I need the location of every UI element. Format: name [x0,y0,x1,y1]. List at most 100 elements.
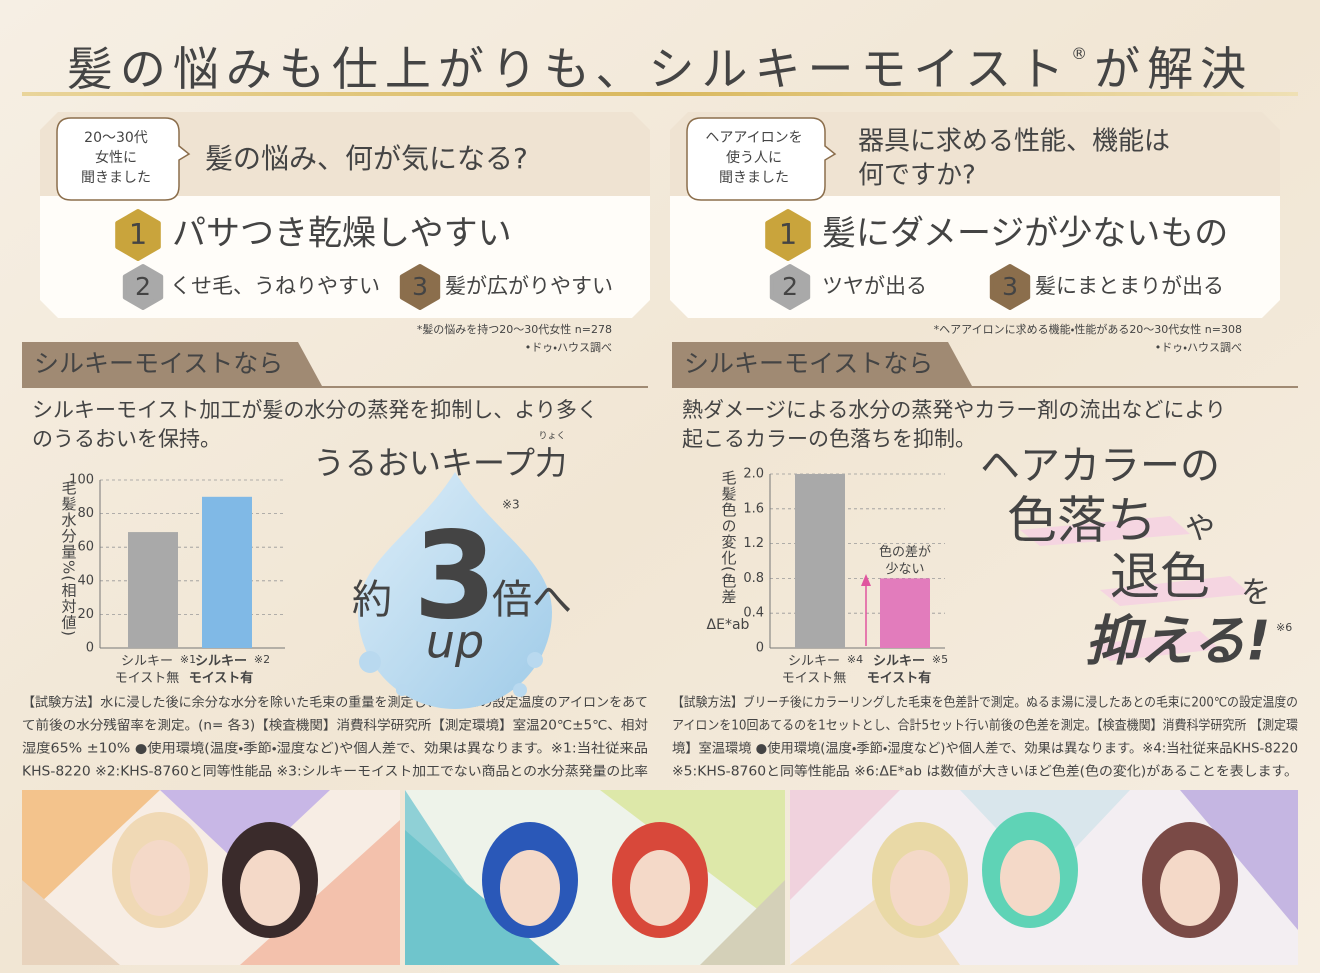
x-tick-label: シルキーモイスト無 [782,654,847,686]
photo-shape [22,790,160,920]
bubble [396,684,408,696]
bubble [359,651,381,673]
section-band [22,342,322,386]
y-tick-label: 40 [77,573,94,588]
photo-shape [160,790,330,870]
rank-icon [769,264,811,310]
rank-number: 1 [129,217,147,251]
badge-text: 聞きました [81,170,151,186]
photo-shape [790,880,960,965]
page-title: 髪の悩みも仕上がりも、シルキーモイスト®が解決 [67,42,1253,96]
x-tick-label: シルキーモイスト有 [867,654,932,686]
callout-headline: うるおいキープ力 [313,444,567,482]
portrait-face [890,850,950,926]
rank-icon [115,209,161,261]
water-drop [358,472,552,709]
survey-question: 何ですか? [858,161,976,191]
bar [880,578,930,648]
category-note: ※5 [932,653,948,666]
callout-line: 色落ち [1007,492,1157,550]
rank-text: 髪にダメージが少ないもの [822,214,1228,254]
callout-particle: や [1185,512,1215,547]
photo-shape [22,880,120,965]
callout-suffix: 倍へ [492,577,572,623]
title-mark: ® [1071,44,1094,63]
x-tick-label: シルキーモイスト有 [189,654,254,686]
photo-shape [1180,790,1298,930]
method-text: ※5:KHS-8760と同等性能品 ※6:ΔE*ab は数値が大きいほど色差(色… [672,764,1298,780]
y-tick-label: 60 [77,540,94,555]
badge [56,117,191,201]
rank-text: パサつき乾燥しやすい [172,214,512,254]
y-tick-label: 1.6 [743,501,764,516]
photo-shape [700,880,785,965]
callout-line: 退色 [1110,548,1210,606]
callout-number: 3 [413,508,497,647]
section-description: シルキーモイスト加工が髪の水分の蒸発を抑制し、より多く [32,398,598,422]
survey-note: *ヘアアイロンに求める機能・性能がある20～30代女性 n=308 [934,322,1242,336]
callout-prefix: 約 [352,577,392,623]
photo-shape [790,790,900,900]
portrait-face [1160,850,1220,926]
y-axis-unit: ΔE*ab [707,617,750,633]
chart-annotation: 色の差が少ない [879,545,931,577]
section-description: のうるおいを保持。 [32,427,221,451]
y-tick-label: 1.2 [743,536,764,551]
method-text: KHS-8220 ※2:KHS-8760と同等性能品 ※3:シルキーモイスト加工… [22,764,648,780]
rank-icon [122,264,164,310]
section-band [672,342,972,386]
y-axis-label: 毛髪水分量%(相対値) [60,480,78,637]
survey-note: *髪の悩みを持つ20～30代女性 n=278 [417,322,612,336]
survey-note: •ドゥ・ハウス調べ [525,341,612,354]
badge-text: ヘアアイロンを [705,130,802,146]
y-tick-label: 20 [77,607,94,622]
y-tick-label: 0 [86,641,94,656]
rank-icon [765,209,811,261]
callout-ruby: りょく [538,431,565,442]
rank-text: くせ毛、うねりやすい [170,274,380,298]
rank-text: 髪が広がりやすい [445,274,613,298]
survey-question: 髪の悩み、何が気になる? [205,142,528,175]
survey-note: •ドゥ・ハウス調べ [1155,341,1242,354]
rank-number: 3 [1002,272,1018,301]
badge-text: 女性に [95,150,137,166]
title-end: が解決 [1094,42,1253,96]
y-tick-label: 0.4 [743,606,764,621]
bar [795,474,845,648]
rank-icon [399,264,441,310]
panel-body [670,196,1280,318]
bar [202,496,252,648]
annotation-arrowhead [861,574,871,586]
y-tick-label: 2.0 [743,467,764,482]
bar [128,532,178,648]
bubble [527,652,543,668]
method-text: 【試験方法】ブリーチ後にカラーリングした毛束を色差計で測定。ぬるま湯に浸したあと… [672,695,1298,711]
callout-note: ※6 [1276,621,1292,634]
survey-question: 器具に求める性能、機能は [858,127,1170,157]
callout-emphasis: 抑える! [1085,610,1270,673]
rank-number: 1 [779,217,797,251]
highlight-band [1090,631,1220,661]
category-note: ※4 [847,653,863,666]
portrait-face [630,850,690,926]
portrait-face [240,850,300,926]
method-text: 湿度65% ±10% ●使用環境(温度・季節・湿度など)や個人差で、効果は異なり… [22,741,648,757]
rank-text: 髪にまとまりが出る [1035,274,1224,298]
x-tick-label: シルキーモイスト無 [115,654,180,686]
title-main: 髪の悩みも仕上がりも、シルキーモイスト [67,42,1071,96]
category-note: ※2 [254,653,270,666]
callout-up: up [426,615,484,669]
y-tick-label: 0 [756,641,764,656]
rank-number: 2 [135,272,151,301]
section-heading: シルキーモイストなら [684,349,933,378]
callout-particle: を [1241,576,1271,611]
section-heading: シルキーモイストなら [34,349,283,378]
callout-line: ヘアカラーの [980,443,1220,489]
portrait-face [130,840,190,916]
rank-number: 2 [782,272,798,301]
section-description: 起こるカラーの色落ちを抑制。 [682,427,976,451]
method-text: アイロンを10回あてるのを1セットとし、合計5セット行い前後の色差を測定。【検査… [672,718,1298,734]
portrait-face [500,850,560,926]
